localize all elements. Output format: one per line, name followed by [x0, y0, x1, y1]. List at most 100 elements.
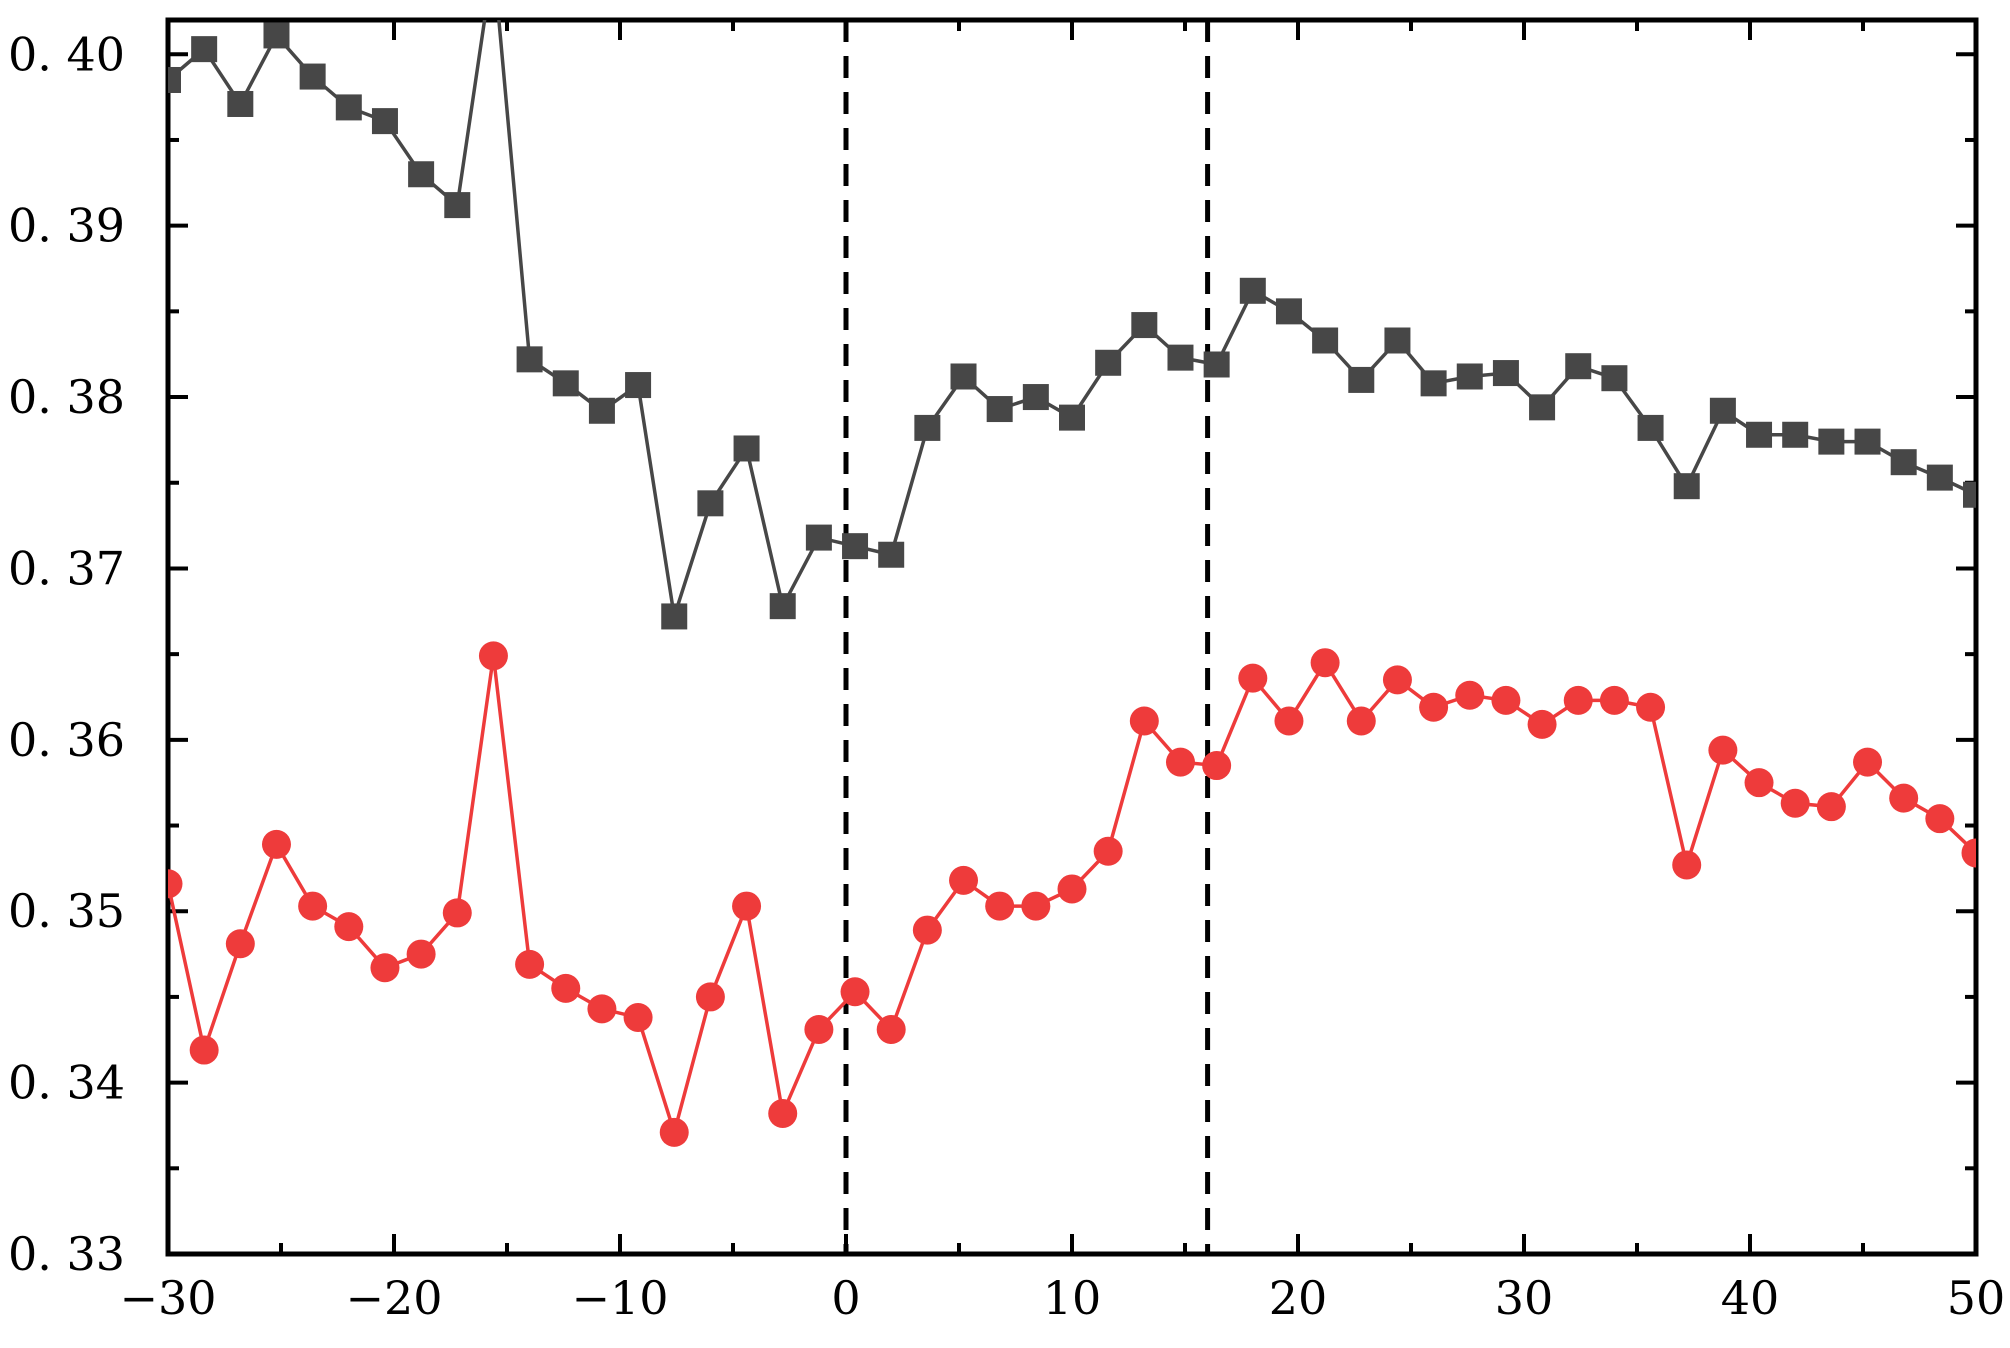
data-point-square: [1095, 349, 1122, 376]
data-point-circle: [1636, 692, 1666, 722]
data-point-square: [1420, 370, 1447, 397]
data-point-circle: [1925, 804, 1955, 834]
tick-labels: −30 −20 −10 0 10 20 30 40 50 0. 33 0. 34 0. 35 0. 36…: [8, 27, 2005, 1325]
y-tick-label: 0. 33: [8, 1227, 125, 1281]
x-tick-label: −30: [119, 1271, 216, 1325]
data-point-circle: [840, 977, 870, 1007]
data-point-circle: [1165, 747, 1195, 777]
x-tick-label: 40: [1721, 1271, 1780, 1325]
data-point-square: [914, 414, 941, 441]
data-point-square: [625, 372, 652, 399]
data-point-square: [1456, 363, 1483, 390]
data-point-square: [408, 161, 435, 188]
data-point-circle: [804, 1014, 834, 1044]
data-point-circle: [1672, 850, 1702, 880]
data-point-square: [805, 524, 832, 551]
data-point-circle: [1780, 788, 1810, 818]
data-point-circle: [1491, 685, 1521, 715]
data-point-square: [1348, 366, 1375, 393]
data-point-square: [1529, 394, 1556, 421]
data-point-square: [1963, 481, 1976, 508]
series-square: [168, 20, 1976, 630]
data-point-circle: [1563, 685, 1593, 715]
data-point-square: [661, 603, 688, 630]
data-point-circle: [1382, 665, 1412, 695]
data-point-circle: [732, 891, 762, 921]
plot-frame: [165, 17, 1979, 1257]
data-point-circle: [168, 869, 183, 899]
data-point-square: [1637, 414, 1664, 441]
data-point-circle: [1599, 685, 1629, 715]
data-point-square: [263, 22, 290, 49]
data-point-circle: [1816, 792, 1846, 822]
x-tick-label: 20: [1269, 1271, 1328, 1325]
data-point-square: [769, 593, 796, 620]
data-point-circle: [1310, 648, 1340, 678]
data-point-circle: [985, 891, 1015, 921]
data-point-square: [1709, 397, 1736, 424]
data-point-square: [842, 533, 869, 560]
series-circle: [168, 641, 1976, 1147]
data-point-circle: [1202, 751, 1232, 781]
data-point-circle: [1744, 768, 1774, 798]
data-point-square: [1565, 353, 1592, 380]
data-point-square: [1601, 365, 1628, 392]
data-point-circle: [876, 1014, 906, 1044]
reference-lines: [843, 20, 1211, 1254]
x-tick-label: 30: [1495, 1271, 1554, 1325]
data-point-circle: [442, 898, 472, 928]
data-point-circle: [1853, 747, 1883, 777]
data-point-square: [1239, 277, 1266, 304]
data-point-circle: [1527, 709, 1557, 739]
x-tick-label: 50: [1947, 1271, 2006, 1325]
data-point-circle: [659, 1117, 689, 1147]
data-point-square: [1492, 360, 1519, 387]
y-tick-label: 0. 37: [8, 541, 125, 595]
data-point-circle: [1093, 836, 1123, 866]
data-point-circle: [1961, 838, 1976, 868]
data-point-circle: [1455, 680, 1485, 710]
x-tick-label: 0: [831, 1271, 860, 1325]
data-point-square: [516, 346, 543, 373]
data-series: [168, 20, 1976, 1147]
data-point-square: [1022, 384, 1049, 411]
x-tick-label: −10: [571, 1271, 668, 1325]
data-point-square: [1890, 449, 1917, 476]
data-point-circle: [695, 982, 725, 1012]
y-tick-label: 0. 36: [8, 713, 125, 767]
data-point-circle: [912, 915, 942, 945]
data-point-square: [1926, 464, 1953, 491]
data-point-circle: [1129, 706, 1159, 736]
data-point-square: [444, 192, 471, 219]
data-point-square: [227, 90, 254, 117]
data-point-square: [950, 363, 977, 390]
data-point-circle: [261, 829, 291, 859]
y-tick-label: 0. 34: [8, 1056, 125, 1110]
series-line-0: [168, 20, 1976, 617]
data-point-circle: [587, 994, 617, 1024]
data-point-square: [1818, 428, 1845, 455]
data-point-circle: [334, 912, 364, 942]
data-point-square: [552, 370, 579, 397]
data-point-square: [697, 490, 724, 517]
data-point-square: [1059, 404, 1085, 431]
data-point-circle: [225, 929, 255, 959]
y-tick-label: 0. 35: [8, 884, 125, 938]
data-point-circle: [189, 1035, 219, 1065]
data-point-circle: [1021, 891, 1051, 921]
data-point-square: [588, 397, 615, 424]
data-point-circle: [1419, 692, 1449, 722]
y-tick-label: 0. 39: [8, 199, 125, 253]
data-point-circle: [1889, 783, 1919, 813]
data-point-square: [1203, 351, 1230, 378]
data-point-circle: [1708, 735, 1738, 765]
data-point-square: [1746, 421, 1773, 448]
y-tick-label: 0. 38: [8, 370, 125, 424]
x-tick-label: −20: [345, 1271, 442, 1325]
data-point-square: [1275, 298, 1302, 325]
data-point-circle: [370, 953, 400, 983]
data-point-circle: [1238, 663, 1268, 693]
data-point-square: [371, 108, 398, 135]
x-tick-label: 10: [1043, 1271, 1102, 1325]
